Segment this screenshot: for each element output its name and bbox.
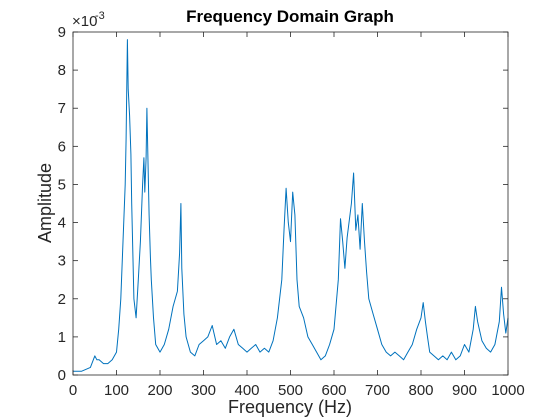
- x-axis-label: Frequency (Hz): [228, 397, 352, 417]
- x-tick-label: 1000: [491, 382, 524, 399]
- y-tick-label: 6: [58, 138, 66, 155]
- x-tick-label: 200: [147, 382, 172, 399]
- x-tick-label: 500: [278, 382, 303, 399]
- chart-title: Frequency Domain Graph: [186, 7, 394, 26]
- x-tick-label: 900: [452, 382, 477, 399]
- x-tick-label: 0: [69, 382, 77, 399]
- y-exponent-base: ×10: [72, 13, 97, 30]
- plot-area: [73, 39, 509, 372]
- y-tick-label: 0: [58, 367, 66, 384]
- y-tick-label: 2: [58, 291, 66, 308]
- x-tick-label: 700: [365, 382, 390, 399]
- y-tick-label: 7: [58, 100, 66, 117]
- y-tick-label: 5: [58, 176, 66, 193]
- y-axis-label: Amplitude: [35, 163, 55, 243]
- y-tick-label: 9: [58, 24, 66, 41]
- x-tick-label: 600: [321, 382, 346, 399]
- y-exponent-label: ×10 -3: [72, 10, 105, 30]
- y-tick-label: 1: [58, 329, 66, 346]
- x-tick-label: 400: [234, 382, 259, 399]
- x-tick-label: 800: [408, 382, 433, 399]
- y-tick-label: 3: [58, 253, 66, 270]
- amplitude-series-line: [73, 39, 509, 372]
- x-tick-label: 300: [191, 382, 216, 399]
- y-tick-label: 4: [58, 215, 66, 232]
- axes: 0 100 200 300 400 500 600 700 800 900 1000 0 1 2 3 4 5 6 7…: [58, 24, 525, 399]
- y-exponent-power: -3: [95, 10, 105, 22]
- x-tick-label: 100: [104, 382, 129, 399]
- y-tick-label: 8: [58, 62, 66, 79]
